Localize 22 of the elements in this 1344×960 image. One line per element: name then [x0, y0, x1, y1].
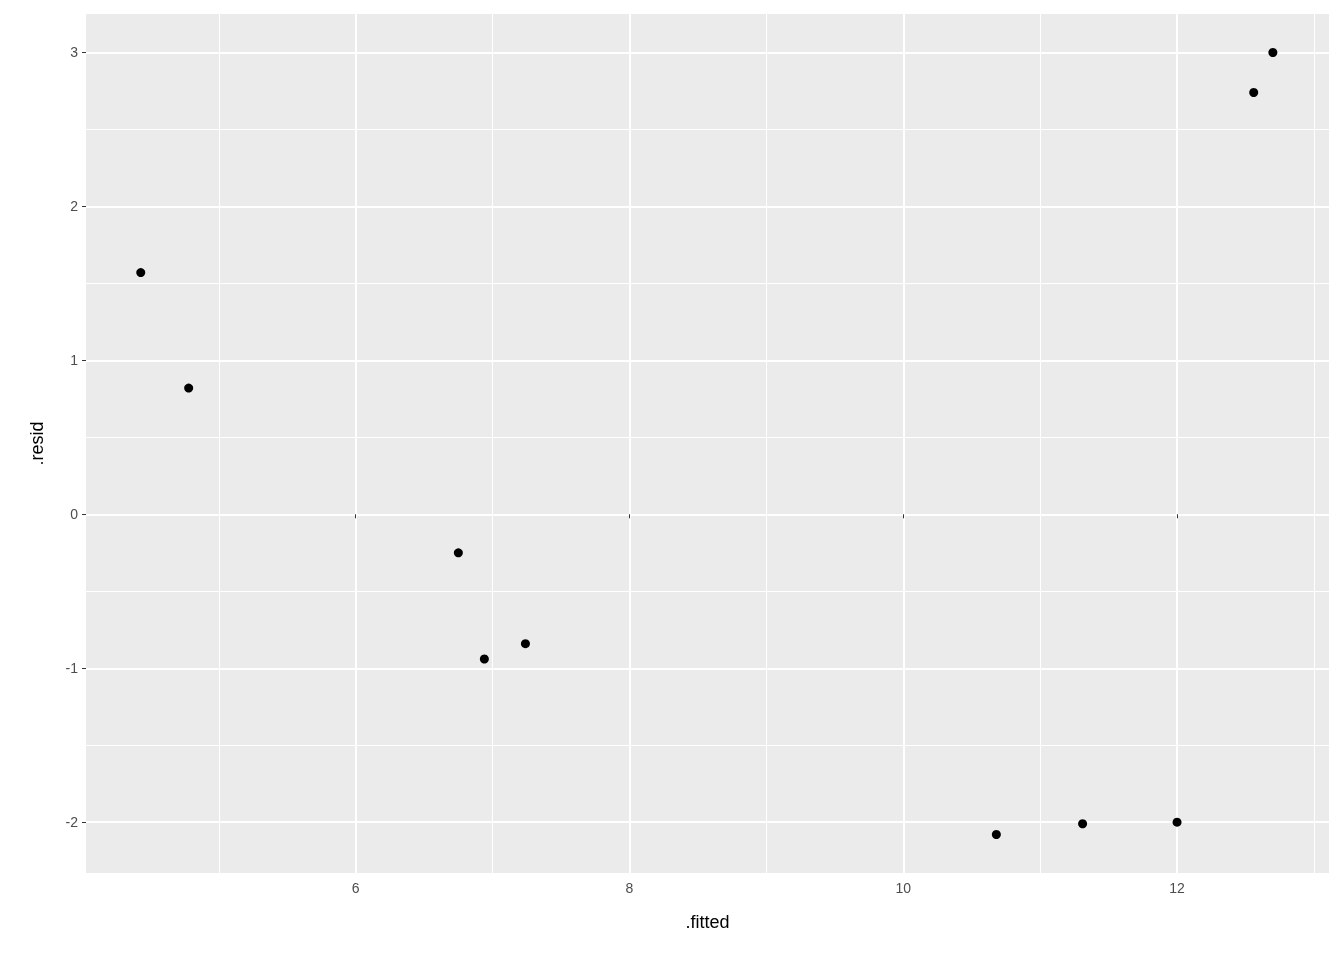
y-tick-label: -2	[65, 814, 79, 831]
y-tick-label: 3	[70, 44, 79, 61]
y-tick-label: -1	[65, 660, 79, 677]
point	[1268, 47, 1278, 57]
x-axis-title: .fitted	[685, 912, 730, 932]
x-tick-label: 10	[895, 880, 912, 896]
y-tick-label: 1	[70, 352, 79, 369]
point	[136, 268, 146, 278]
point	[1078, 819, 1088, 829]
x-tick-label: 6	[351, 880, 360, 896]
y-tick-label: 2	[70, 198, 79, 215]
point	[479, 654, 489, 664]
point	[1249, 88, 1259, 98]
point	[453, 548, 463, 558]
x-tick-label: 12	[1169, 880, 1186, 896]
point	[1172, 817, 1182, 827]
point	[991, 830, 1001, 840]
y-axis-title: .resid	[27, 421, 47, 466]
point	[520, 639, 530, 649]
point	[184, 383, 194, 393]
y-tick-label: 0	[70, 506, 79, 523]
x-tick-label: 8	[625, 880, 634, 896]
